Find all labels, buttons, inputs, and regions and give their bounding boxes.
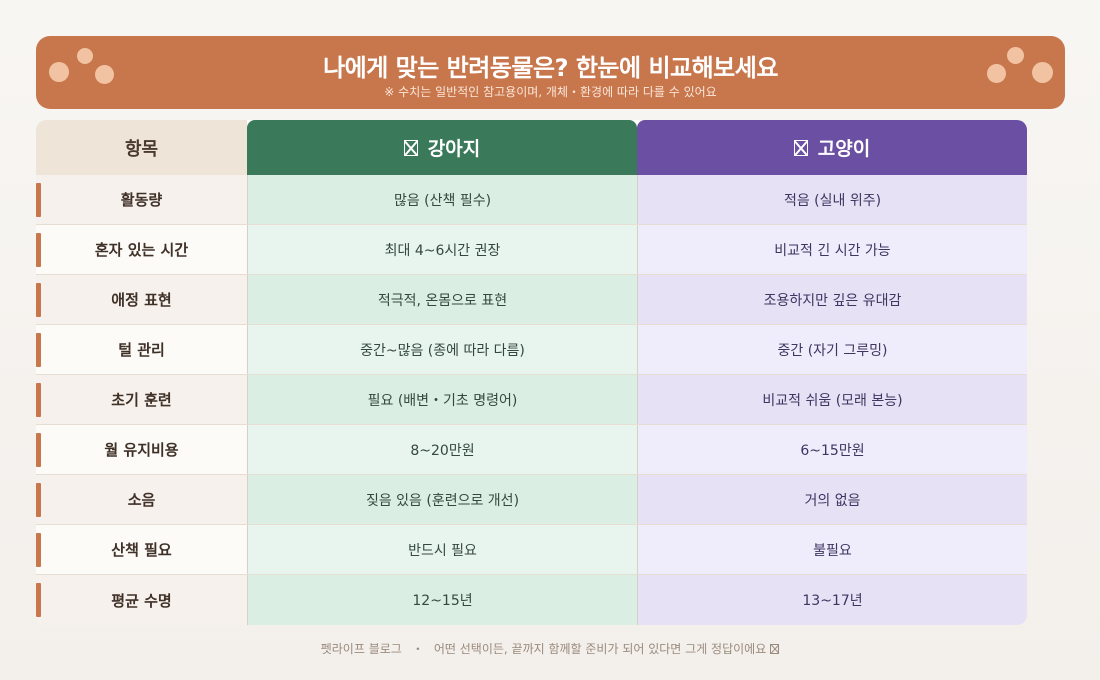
table-row: 활동량 많음 (산책 필수) 적음 (실내 위주) <box>36 175 1027 225</box>
page-title: 나에게 맞는 반려동물은? 한눈에 비교해보세요 <box>323 54 778 82</box>
cat-value-cell: 비교적 쉬움 (모래 본능) <box>637 375 1027 424</box>
dog-value-cell: 8~20만원 <box>247 425 637 474</box>
cat-value-cell: 불필요 <box>637 525 1027 574</box>
row-accent-bar <box>36 333 41 367</box>
dog-value-cell: 12~15년 <box>247 575 637 625</box>
row-accent-bar <box>36 533 41 567</box>
pet-icon <box>403 139 418 156</box>
row-label: 초기 훈련 <box>111 391 172 409</box>
row-label-cell: 평균 수명 <box>36 575 247 625</box>
row-label-cell: 월 유지비용 <box>36 425 247 474</box>
row-label: 애정 표현 <box>111 291 172 309</box>
row-label: 소음 <box>127 491 156 509</box>
row-accent-bar <box>36 283 41 317</box>
row-label-cell: 소음 <box>36 475 247 524</box>
cat-value-cell: 중간 (자기 그루밍) <box>637 325 1027 374</box>
dog-value-cell: 중간~많음 (종에 따라 다름) <box>247 325 637 374</box>
row-label-cell: 애정 표현 <box>36 275 247 324</box>
row-label: 활동량 <box>120 191 163 209</box>
decor-dot <box>77 48 93 64</box>
dog-value-cell: 최대 4~6시간 권장 <box>247 225 637 274</box>
row-accent-bar <box>36 433 41 467</box>
pet-icon <box>770 644 780 654</box>
header-label-cell: 항목 <box>36 120 247 175</box>
table-row: 애정 표현 적극적, 온몸으로 표현 조용하지만 깊은 유대감 <box>36 275 1027 325</box>
decor-dot <box>1007 47 1024 64</box>
row-label-cell: 초기 훈련 <box>36 375 247 424</box>
row-label: 혼자 있는 시간 <box>94 241 189 259</box>
footer-message: 어떤 선택이든, 끝까지 함께할 준비가 되어 있다면 그게 정답이에요 <box>433 642 767 656</box>
row-label: 평균 수명 <box>111 591 172 610</box>
decor-dot <box>1032 62 1053 83</box>
row-label-cell: 털 관리 <box>36 325 247 374</box>
cat-value-cell: 6~15만원 <box>637 425 1027 474</box>
decor-dot <box>987 64 1006 83</box>
cat-value-cell: 조용하지만 깊은 유대감 <box>637 275 1027 324</box>
cat-value-cell: 적음 (실내 위주) <box>637 175 1027 224</box>
dog-value-cell: 반드시 필요 <box>247 525 637 574</box>
row-label-cell: 산책 필요 <box>36 525 247 574</box>
dog-value-cell: 짖음 있음 (훈련으로 개선) <box>247 475 637 524</box>
header-cat-label: 고양이 <box>817 138 871 160</box>
page-subtitle: ※ 수치는 일반적인 참고용이며, 개체・환경에 따라 다를 수 있어요 <box>384 85 717 99</box>
header-cat-cell: 고양이 <box>637 120 1027 175</box>
header-dog-label: 강아지 <box>427 138 481 160</box>
footer-note: 펫라이프 블로그 ・ 어떤 선택이든, 끝까지 함께할 준비가 되어 있다면 그게 … <box>0 640 1100 657</box>
cat-value-cell: 거의 없음 <box>637 475 1027 524</box>
table-row: 소음 짖음 있음 (훈련으로 개선) 거의 없음 <box>36 475 1027 525</box>
cat-value-cell: 13~17년 <box>637 575 1027 625</box>
decor-dot <box>49 62 69 82</box>
title-banner: 나에게 맞는 반려동물은? 한눈에 비교해보세요 ※ 수치는 일반적인 참고용이… <box>36 36 1065 109</box>
dog-value-cell: 필요 (배변・기초 명령어) <box>247 375 637 424</box>
row-label-cell: 활동량 <box>36 175 247 224</box>
header-dog-cell: 강아지 <box>247 120 637 175</box>
row-label: 산책 필요 <box>111 541 172 559</box>
row-accent-bar <box>36 233 41 267</box>
table-row: 평균 수명 12~15년 13~17년 <box>36 575 1027 625</box>
row-accent-bar <box>36 183 41 217</box>
table-row: 초기 훈련 필요 (배변・기초 명령어) 비교적 쉬움 (모래 본능) <box>36 375 1027 425</box>
decor-dot <box>95 65 114 84</box>
table-row: 혼자 있는 시간 최대 4~6시간 권장 비교적 긴 시간 가능 <box>36 225 1027 275</box>
cat-value-cell: 비교적 긴 시간 가능 <box>637 225 1027 274</box>
pet-icon <box>793 139 808 156</box>
footer-brand: 펫라이프 블로그 <box>320 642 402 656</box>
row-label: 털 관리 <box>118 341 165 359</box>
row-label: 월 유지비용 <box>104 441 179 459</box>
table-row: 월 유지비용 8~20만원 6~15만원 <box>36 425 1027 475</box>
row-accent-bar <box>36 583 41 617</box>
table-header-row: 항목 강아지 고양이 <box>36 120 1027 175</box>
row-label-cell: 혼자 있는 시간 <box>36 225 247 274</box>
footer-separator: ・ <box>411 642 424 656</box>
row-accent-bar <box>36 483 41 517</box>
table-row: 털 관리 중간~많음 (종에 따라 다름) 중간 (자기 그루밍) <box>36 325 1027 375</box>
row-accent-bar <box>36 383 41 417</box>
table-row: 산책 필요 반드시 필요 불필요 <box>36 525 1027 575</box>
dog-value-cell: 많음 (산책 필수) <box>247 175 637 224</box>
comparison-table: 항목 강아지 고양이 활동량 많음 (산책 필수) 적음 (실내 위주) 혼자 … <box>36 120 1027 625</box>
dog-value-cell: 적극적, 온몸으로 표현 <box>247 275 637 324</box>
